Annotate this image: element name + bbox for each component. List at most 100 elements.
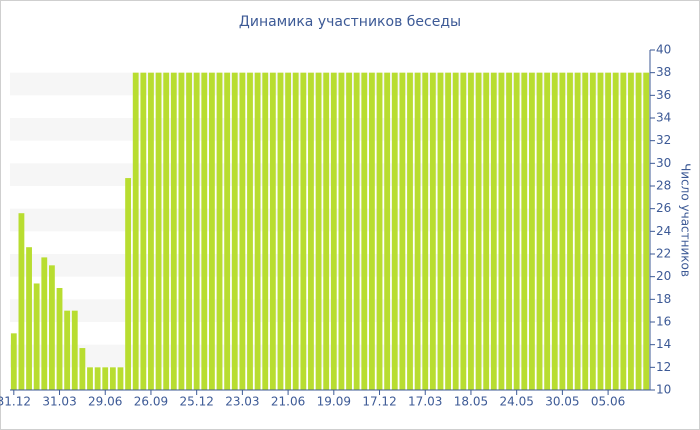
bar bbox=[612, 72, 619, 391]
bar bbox=[620, 72, 627, 391]
bar bbox=[315, 72, 322, 391]
bar bbox=[71, 310, 78, 390]
bar bbox=[521, 72, 528, 391]
bar bbox=[483, 72, 490, 391]
bar bbox=[64, 310, 71, 390]
bar bbox=[574, 72, 581, 391]
bar bbox=[589, 72, 596, 391]
x-tick-label: 24.05 bbox=[499, 395, 533, 409]
bar bbox=[384, 72, 391, 391]
bar bbox=[186, 72, 192, 391]
bar bbox=[605, 72, 612, 391]
y-tick-label: 18 bbox=[656, 292, 671, 306]
bar bbox=[353, 72, 360, 391]
y-tick-label: 10 bbox=[656, 383, 671, 397]
bar bbox=[330, 72, 337, 391]
bar bbox=[41, 257, 48, 390]
bar bbox=[429, 72, 436, 391]
bar bbox=[148, 72, 154, 391]
bar bbox=[109, 367, 116, 390]
x-tick-label: 19.09 bbox=[317, 395, 351, 409]
bar bbox=[79, 348, 86, 390]
grid-band bbox=[10, 163, 650, 186]
x-tick-label: 18.05 bbox=[454, 395, 488, 409]
bar bbox=[468, 72, 474, 391]
bar bbox=[33, 283, 40, 390]
x-tick-label: 31.03 bbox=[42, 395, 76, 409]
bar bbox=[567, 72, 573, 391]
bar bbox=[391, 72, 398, 391]
bar bbox=[551, 72, 558, 391]
chart-title: Динамика участников беседы bbox=[239, 14, 461, 30]
y-tick-label: 20 bbox=[656, 269, 671, 283]
bar bbox=[224, 72, 231, 391]
bar bbox=[536, 72, 543, 391]
y-tick-label: 40 bbox=[656, 43, 671, 57]
bar bbox=[285, 72, 292, 391]
bar bbox=[254, 72, 261, 391]
y-tick-label: 36 bbox=[656, 88, 671, 102]
grid-band bbox=[10, 118, 650, 141]
y-tick-label: 16 bbox=[656, 315, 671, 329]
bar bbox=[308, 72, 314, 391]
bar bbox=[163, 72, 170, 391]
y-tick-label: 12 bbox=[656, 360, 671, 374]
bar bbox=[528, 72, 535, 391]
bar bbox=[300, 72, 307, 391]
x-tick-label: 25.12 bbox=[179, 395, 213, 409]
bar bbox=[597, 72, 604, 391]
bar bbox=[445, 72, 452, 391]
bar bbox=[155, 72, 162, 391]
bar bbox=[559, 72, 566, 391]
bar bbox=[399, 72, 406, 391]
x-tick-label: 29.06 bbox=[88, 395, 122, 409]
grid-band bbox=[10, 72, 650, 96]
bar bbox=[376, 72, 383, 391]
bar bbox=[277, 72, 284, 391]
bar bbox=[10, 333, 17, 390]
bar bbox=[643, 72, 650, 391]
bar bbox=[338, 72, 345, 391]
bar bbox=[513, 72, 520, 391]
bar bbox=[94, 367, 101, 390]
bar bbox=[582, 72, 589, 391]
bar bbox=[628, 72, 634, 391]
bar bbox=[544, 72, 551, 391]
bar bbox=[102, 367, 109, 390]
bar bbox=[361, 72, 368, 391]
y-axis-label: Число участников bbox=[679, 163, 693, 277]
bar bbox=[422, 72, 429, 391]
y-tick-label: 32 bbox=[656, 133, 671, 147]
bar bbox=[460, 72, 467, 391]
bar bbox=[201, 72, 208, 391]
bar bbox=[368, 72, 375, 391]
bar bbox=[178, 72, 185, 391]
y-tick-label: 28 bbox=[656, 179, 671, 193]
grid-band bbox=[10, 254, 650, 277]
x-tick-label: 05.06 bbox=[591, 395, 625, 409]
bar bbox=[216, 72, 223, 391]
bar bbox=[239, 72, 246, 391]
bar bbox=[269, 72, 276, 391]
x-tick-label: 17.12 bbox=[362, 395, 396, 409]
bar bbox=[452, 72, 459, 391]
x-tick-label: 17.03 bbox=[408, 395, 442, 409]
x-tick-label: 31.12 bbox=[0, 395, 31, 409]
bar bbox=[26, 247, 32, 390]
bar bbox=[193, 72, 200, 391]
bar bbox=[125, 178, 132, 390]
y-tick-label: 38 bbox=[656, 65, 671, 79]
bar bbox=[87, 367, 93, 390]
bar bbox=[117, 367, 124, 390]
bar bbox=[132, 72, 139, 391]
y-tick-label: 24 bbox=[656, 224, 671, 238]
bar bbox=[323, 72, 330, 391]
bar bbox=[247, 72, 253, 391]
bar bbox=[48, 265, 55, 390]
bar bbox=[346, 72, 352, 391]
bar bbox=[635, 72, 642, 391]
bar bbox=[292, 72, 299, 391]
y-tick-label: 22 bbox=[656, 247, 671, 261]
bar bbox=[498, 72, 505, 391]
bar bbox=[437, 72, 444, 391]
